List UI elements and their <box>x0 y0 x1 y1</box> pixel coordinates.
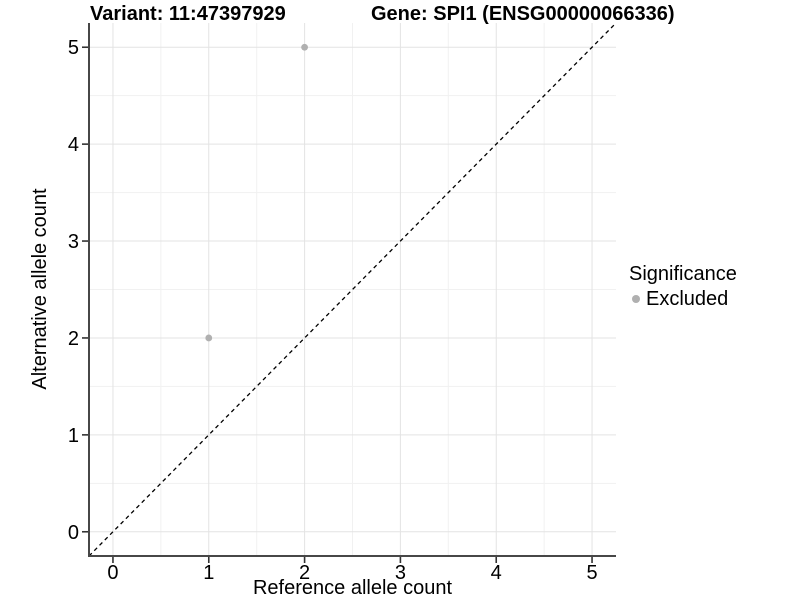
legend-point-icon <box>632 295 640 303</box>
x-axis-title: Reference allele count <box>252 577 452 599</box>
y-axis-title: Alternative allele count <box>29 188 51 390</box>
x-tick-label: 2 <box>299 562 310 584</box>
data-points <box>205 43 308 342</box>
gridlines-minor <box>89 23 616 556</box>
y-tick-label: 3 <box>68 231 79 253</box>
legend-item-excluded: Excluded <box>629 287 737 311</box>
legend-title: Significance <box>629 263 737 285</box>
identity-line <box>88 22 617 557</box>
y-tick-label: 0 <box>68 522 79 544</box>
data-point <box>301 43 308 51</box>
x-tick-label: 4 <box>491 562 502 584</box>
x-tick-labels: 0 1 2 3 4 5 <box>107 562 597 584</box>
plot-title-gene: Gene: SPI1 (ENSG00000066336) <box>371 3 675 25</box>
y-tick-label: 1 <box>68 425 79 447</box>
y-tick-labels: 0 1 2 3 4 5 <box>68 37 79 544</box>
x-tick-label: 5 <box>586 562 597 584</box>
x-tick-label: 1 <box>203 562 214 584</box>
legend-item-label: Excluded <box>646 288 729 310</box>
tick-marks <box>82 46 593 563</box>
y-tick-label: 4 <box>68 134 79 156</box>
y-tick-label: 5 <box>68 37 79 59</box>
x-tick-label: 3 <box>395 562 406 584</box>
y-tick-label: 2 <box>68 328 79 350</box>
gridlines-major <box>89 23 616 556</box>
axis-lines <box>88 23 616 557</box>
plot-title-variant: Variant: 11:47397929 <box>90 3 286 25</box>
legend: Significance Excluded <box>629 262 737 311</box>
x-tick-label: 0 <box>107 562 118 584</box>
data-point <box>205 334 213 342</box>
